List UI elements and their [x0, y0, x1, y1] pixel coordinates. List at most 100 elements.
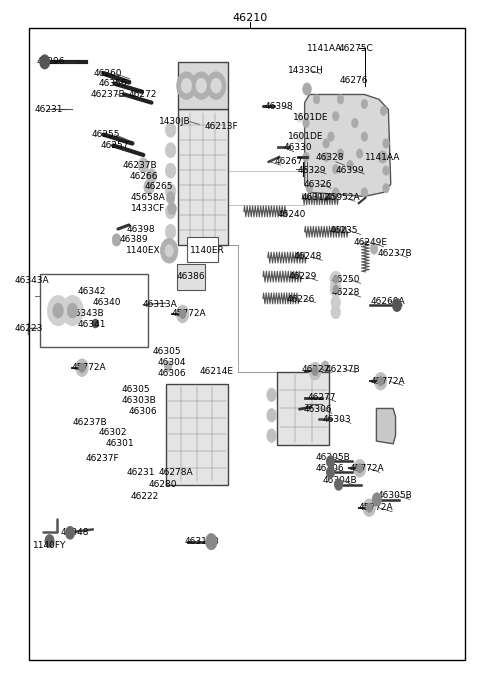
- Text: 46228: 46228: [332, 289, 360, 298]
- Circle shape: [378, 151, 387, 163]
- Circle shape: [45, 535, 54, 547]
- Circle shape: [377, 377, 384, 386]
- Text: 46306: 46306: [303, 405, 332, 413]
- Circle shape: [356, 464, 363, 473]
- Circle shape: [323, 139, 329, 148]
- Circle shape: [309, 362, 322, 380]
- Text: 46304: 46304: [157, 358, 186, 367]
- Circle shape: [165, 123, 176, 138]
- Circle shape: [361, 187, 368, 197]
- Bar: [178, 110, 228, 245]
- Text: 46328: 46328: [316, 153, 344, 161]
- Text: 45658A: 45658A: [131, 193, 166, 202]
- Circle shape: [333, 285, 338, 293]
- Circle shape: [356, 149, 363, 159]
- Text: 46356: 46356: [99, 79, 127, 88]
- Text: 1601DE: 1601DE: [293, 113, 328, 122]
- Circle shape: [165, 163, 176, 178]
- Circle shape: [347, 161, 353, 170]
- Text: 46326: 46326: [303, 180, 332, 189]
- Text: 46306: 46306: [316, 464, 344, 473]
- Circle shape: [303, 83, 312, 95]
- Text: 46386: 46386: [177, 272, 205, 281]
- Text: 46255: 46255: [92, 130, 120, 139]
- Circle shape: [372, 493, 382, 507]
- Circle shape: [353, 460, 366, 477]
- Text: 45952A: 45952A: [325, 193, 360, 202]
- Circle shape: [297, 132, 303, 142]
- Text: 46231: 46231: [34, 105, 63, 114]
- Text: 46237F: 46237F: [86, 454, 120, 463]
- Text: 46229: 46229: [289, 272, 317, 281]
- Circle shape: [332, 165, 339, 174]
- Text: 46330: 46330: [284, 143, 312, 152]
- Circle shape: [196, 78, 206, 93]
- Circle shape: [297, 113, 303, 123]
- Text: 46237B: 46237B: [378, 249, 412, 258]
- Circle shape: [160, 238, 178, 263]
- Circle shape: [79, 363, 85, 373]
- Text: 45772A: 45772A: [72, 363, 106, 373]
- Circle shape: [211, 78, 221, 93]
- Text: 46340: 46340: [93, 298, 121, 307]
- Circle shape: [168, 202, 176, 215]
- Text: 46223: 46223: [15, 323, 43, 333]
- Circle shape: [181, 78, 192, 93]
- Circle shape: [332, 112, 339, 121]
- Text: 1601DE: 1601DE: [288, 132, 324, 141]
- Circle shape: [331, 305, 340, 319]
- Text: 46278A: 46278A: [158, 468, 193, 477]
- Circle shape: [53, 303, 63, 318]
- Text: 46305B: 46305B: [378, 491, 413, 500]
- Text: 45772A: 45772A: [359, 503, 393, 512]
- Text: 46313B: 46313B: [185, 537, 220, 546]
- Circle shape: [267, 388, 276, 402]
- Circle shape: [206, 72, 226, 99]
- Text: 46275C: 46275C: [338, 44, 373, 52]
- Text: 46277: 46277: [308, 393, 336, 402]
- Text: 46266: 46266: [130, 172, 158, 180]
- Circle shape: [383, 139, 389, 148]
- Text: 46302: 46302: [99, 428, 127, 437]
- Circle shape: [322, 361, 329, 372]
- Text: 46303: 46303: [323, 415, 351, 424]
- Circle shape: [335, 479, 342, 490]
- Polygon shape: [376, 409, 396, 444]
- Text: 46267: 46267: [275, 157, 303, 166]
- Text: 46305B: 46305B: [316, 453, 350, 462]
- Text: 46341: 46341: [77, 319, 106, 329]
- Text: 46226: 46226: [287, 295, 315, 304]
- Circle shape: [326, 456, 334, 467]
- Text: 46250: 46250: [332, 275, 360, 284]
- Text: 46329: 46329: [298, 166, 326, 175]
- Text: 46301: 46301: [106, 439, 134, 448]
- Circle shape: [66, 526, 74, 539]
- Circle shape: [165, 244, 173, 257]
- Text: 46305: 46305: [121, 385, 150, 394]
- Circle shape: [330, 281, 341, 297]
- Text: 46276: 46276: [339, 76, 368, 85]
- Text: 46399: 46399: [336, 166, 364, 175]
- Circle shape: [192, 72, 211, 99]
- Text: 1141AA: 1141AA: [365, 153, 401, 161]
- Text: 45772A: 45772A: [349, 464, 384, 473]
- Circle shape: [337, 149, 344, 159]
- Circle shape: [370, 243, 378, 254]
- Text: 46343A: 46343A: [15, 276, 49, 285]
- Text: 1140ER: 1140ER: [190, 247, 225, 255]
- Text: 46260A: 46260A: [370, 297, 405, 306]
- Circle shape: [267, 429, 276, 443]
- Text: 46213F: 46213F: [204, 122, 238, 131]
- Bar: [40, 274, 148, 347]
- Circle shape: [366, 503, 372, 512]
- Circle shape: [165, 224, 176, 239]
- Circle shape: [351, 118, 358, 128]
- Text: 46237B: 46237B: [72, 417, 107, 426]
- Text: 46305: 46305: [153, 347, 181, 356]
- Circle shape: [330, 271, 341, 287]
- Circle shape: [333, 275, 338, 283]
- Circle shape: [144, 179, 155, 194]
- Circle shape: [306, 183, 313, 193]
- Text: 46235: 46235: [330, 226, 359, 235]
- Text: 45772A: 45772A: [370, 377, 405, 385]
